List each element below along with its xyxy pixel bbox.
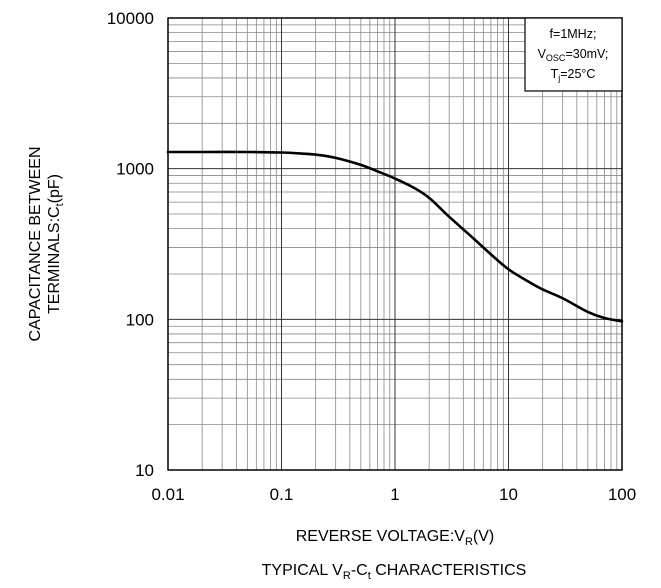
conditions-annotation: f=1MHz; VOSC=30mV; Tj=25°C	[524, 17, 623, 92]
x-tick-labels: 0.01 0.1 1 10 100	[151, 485, 636, 504]
curve-layer	[166, 150, 624, 323]
minor-grid	[168, 18, 622, 470]
annotation-box	[524, 17, 623, 92]
capacitance-curve	[166, 150, 624, 323]
y-axis-label-line1: CAPACITANCE BETWEEN	[27, 147, 44, 342]
y-tick-label: 100	[126, 310, 154, 329]
x-axis-label: REVERSE VOLTAGE:VR(V)	[296, 528, 495, 548]
chart-title: TYPICAL VR-Ct CHARACTERISTICS	[262, 562, 527, 582]
x-tick-label: 10	[499, 485, 518, 504]
major-grid	[168, 18, 622, 470]
x-tick-label: 1	[390, 485, 399, 504]
x-tick-label: 0.1	[270, 485, 294, 504]
y-axis-label: CAPACITANCE BETWEEN TERMINALS:Ct(pF)	[27, 147, 66, 342]
annotation-frequency: f=1MHz;	[550, 27, 597, 41]
plot-frame	[167, 17, 623, 471]
annotation-temperature: Tj=25°C	[551, 67, 596, 83]
y-tick-labels: 10 100 1000 10000	[107, 9, 154, 480]
y-tick-label: 10000	[107, 9, 154, 28]
annotation-voltage: VOSC=30mV;	[538, 47, 609, 63]
y-tick-label: 10	[135, 461, 154, 480]
x-tick-label: 0.01	[151, 485, 184, 504]
y-axis-label-line2: TERMINALS:Ct(pF)	[46, 174, 66, 314]
x-tick-label: 100	[608, 485, 636, 504]
y-tick-label: 1000	[116, 160, 154, 179]
